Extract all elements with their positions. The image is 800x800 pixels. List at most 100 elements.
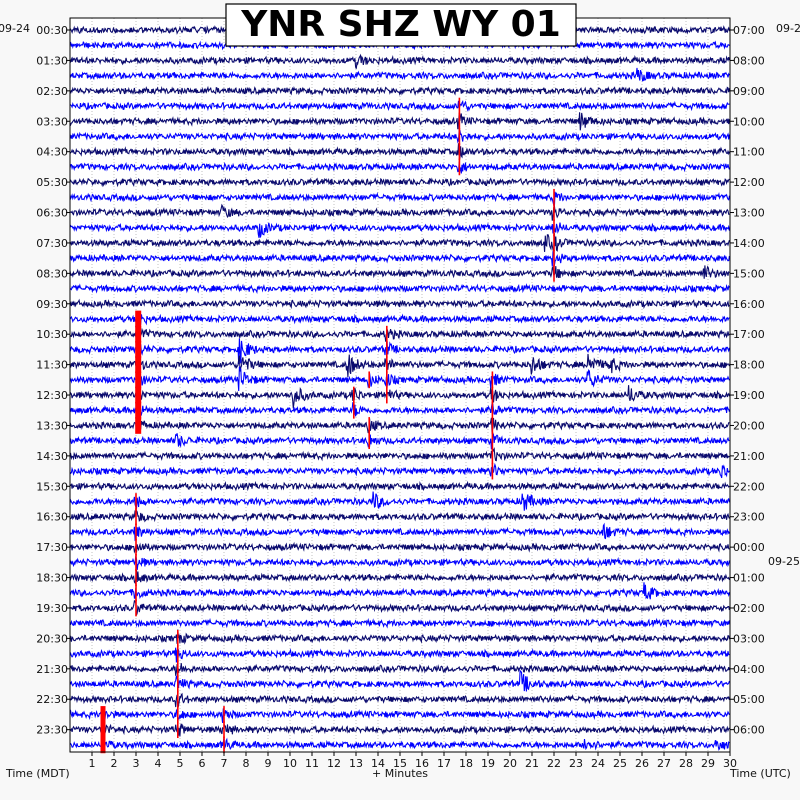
x-tick-label: 25 xyxy=(613,757,627,770)
trace-line xyxy=(69,462,730,479)
x-tick-label: 29 xyxy=(701,757,715,770)
right-time-labels: 07:00 08:00 09:00 10:00 11:00 12:00 13:00 14:00… xyxy=(730,24,765,737)
trace-line xyxy=(69,203,730,221)
trace-line xyxy=(69,447,730,462)
left-time-label: 22:30 xyxy=(36,693,68,706)
trace-line xyxy=(69,129,730,144)
x-tick-label: 6 xyxy=(199,757,206,770)
x-tick-label: 2 xyxy=(111,757,118,770)
xlabel: + Minutes xyxy=(372,767,428,780)
right-time-label: 17:00 xyxy=(733,328,765,341)
left-time-label: 03:30 xyxy=(36,115,68,128)
trace-line xyxy=(69,298,730,310)
x-tick-label: 19 xyxy=(481,757,495,770)
trace-line xyxy=(69,522,730,542)
left-time-label: 18:30 xyxy=(36,572,68,585)
trace-line xyxy=(69,663,730,676)
left-time-label: 13:30 xyxy=(36,419,68,432)
trace-line xyxy=(69,570,730,585)
left-time-label: 11:30 xyxy=(36,359,68,372)
right-time-label: 11:00 xyxy=(733,146,765,159)
right-time-label: 19:00 xyxy=(733,389,765,402)
trace-line xyxy=(69,249,730,267)
left-time-label: 14:30 xyxy=(36,450,68,463)
right-time-label: 12:00 xyxy=(733,176,765,189)
x-tick-label: 24 xyxy=(591,757,605,770)
seismic-traces xyxy=(69,24,730,753)
trace-line xyxy=(69,100,730,112)
left-time-label: 15:30 xyxy=(36,480,68,493)
right-time-label: 22:00 xyxy=(733,480,765,493)
trace-line xyxy=(69,432,730,450)
trace-line xyxy=(69,265,730,279)
right-time-label: 10:00 xyxy=(733,115,765,128)
x-tick-label: 17 xyxy=(437,757,451,770)
left-time-label: 21:30 xyxy=(36,663,68,676)
trace-line xyxy=(69,112,730,131)
right-time-label: 18:00 xyxy=(733,359,765,372)
left-time-label: 07:30 xyxy=(36,237,68,250)
trace-line xyxy=(69,668,730,692)
trace-line xyxy=(69,326,730,342)
x-tick-label: 15 xyxy=(393,757,407,770)
trace-line xyxy=(69,647,730,663)
left-time-label: 08:30 xyxy=(36,267,68,280)
trace-line xyxy=(69,143,730,159)
trace-line xyxy=(69,191,730,207)
left-time-label: 02:30 xyxy=(36,85,68,98)
right-time-label: 01:00 xyxy=(733,572,765,585)
x-tick-label: 27 xyxy=(657,757,671,770)
right-time-label: 07:00 xyxy=(733,24,765,37)
left-time-label: 05:30 xyxy=(36,176,68,189)
left-time-label: 23:30 xyxy=(36,724,68,737)
trace-line xyxy=(69,366,730,392)
trace-line xyxy=(69,582,730,600)
right-time-label: 04:00 xyxy=(733,663,765,676)
x-tick-label: 3 xyxy=(133,757,140,770)
x-tick-label: 22 xyxy=(547,757,561,770)
trace-line xyxy=(69,67,730,82)
x-tick-label: 5 xyxy=(177,757,184,770)
ylabel-right: Time (UTC) xyxy=(729,767,791,780)
x-tick-label: 21 xyxy=(525,757,539,770)
right-time-label: 14:00 xyxy=(733,237,765,250)
trace-line xyxy=(69,629,730,645)
left-time-label: 06:30 xyxy=(36,207,68,220)
x-tick-label: 4 xyxy=(155,757,162,770)
trace-line xyxy=(69,480,730,492)
right-time-label: 21:00 xyxy=(733,450,765,463)
ylabel-left: Time (MDT) xyxy=(5,767,70,780)
x-tick-label: 28 xyxy=(679,757,693,770)
x-tick-label: 30 xyxy=(723,757,737,770)
right-time-label: 06:00 xyxy=(733,724,765,737)
trace-line xyxy=(69,233,730,254)
right-time-label: 09:00 xyxy=(733,85,765,98)
x-tick-label: 16 xyxy=(415,757,429,770)
right-time-label: 23:00 xyxy=(733,511,765,524)
clipped-signal-markers xyxy=(100,97,555,754)
trace-line xyxy=(69,283,730,295)
left-time-label: 10:30 xyxy=(36,328,68,341)
trace-line xyxy=(69,161,730,174)
x-tick-label: 14 xyxy=(371,757,385,770)
left-time-label: 17:30 xyxy=(36,541,68,554)
trace-line xyxy=(69,385,730,409)
trace-line xyxy=(69,737,730,753)
left-time-label: 20:30 xyxy=(36,632,68,645)
minute-gridlines xyxy=(91,18,709,752)
trace-line xyxy=(69,723,730,737)
x-tick-label: 11 xyxy=(305,757,319,770)
trace-line xyxy=(69,555,730,570)
left-time-label: 12:30 xyxy=(36,389,68,402)
right-time-label: 08:00 xyxy=(733,54,765,67)
x-tick-label: 26 xyxy=(635,757,649,770)
trace-line xyxy=(69,222,730,238)
right-time-label: 03:00 xyxy=(733,632,765,645)
trace-line xyxy=(69,707,730,723)
trace-line xyxy=(69,353,730,378)
trace-line xyxy=(69,617,730,629)
left-time-label: 01:30 xyxy=(36,54,68,67)
right-time-label: 00:00 xyxy=(733,541,765,554)
trace-line xyxy=(69,313,730,326)
trace-line xyxy=(69,338,730,365)
